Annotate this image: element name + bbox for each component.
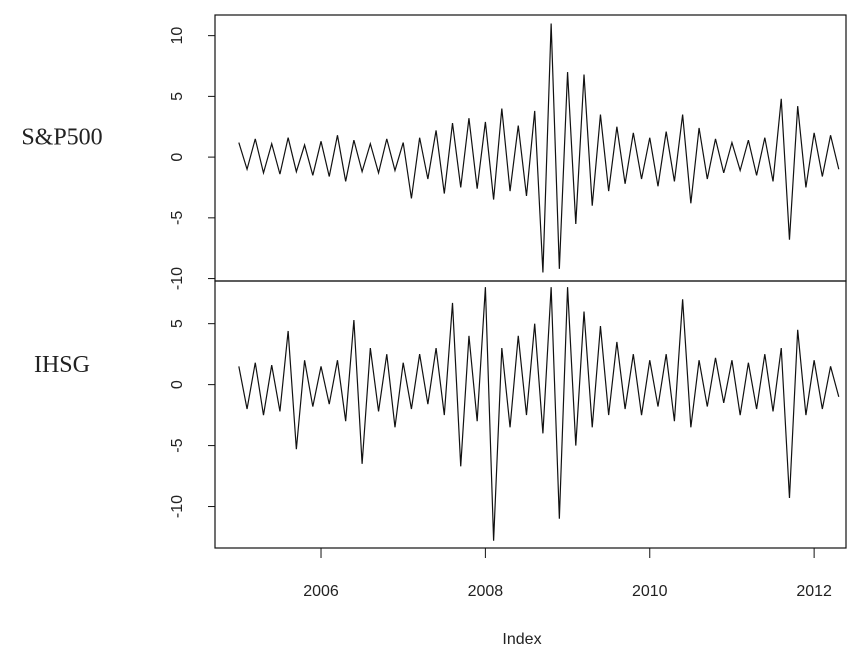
panel-frame	[214, 280, 847, 549]
y-tick-label: -10	[169, 495, 186, 518]
x-tick-label: 2006	[303, 583, 339, 600]
panel-frame	[214, 14, 847, 282]
x-axis-label: Index	[502, 631, 541, 648]
x-tick-label: 2010	[632, 583, 668, 600]
y-tick-label: 0	[169, 380, 186, 389]
x-tick-label: 2008	[468, 583, 504, 600]
y-tick-label: 0	[169, 153, 186, 162]
series-line	[238, 287, 840, 541]
y-tick-label: 10	[169, 27, 186, 45]
y-tick-label: 5	[169, 92, 186, 101]
x-tick-label: 2012	[796, 583, 832, 600]
series-line	[238, 23, 840, 273]
row-label: IHSG	[34, 352, 90, 378]
row-label: S&P500	[21, 125, 102, 151]
y-tick-label: -10	[169, 267, 186, 290]
y-tick-label: -5	[169, 438, 186, 452]
y-tick-label: 5	[169, 319, 186, 328]
y-tick-label: -5	[169, 211, 186, 225]
